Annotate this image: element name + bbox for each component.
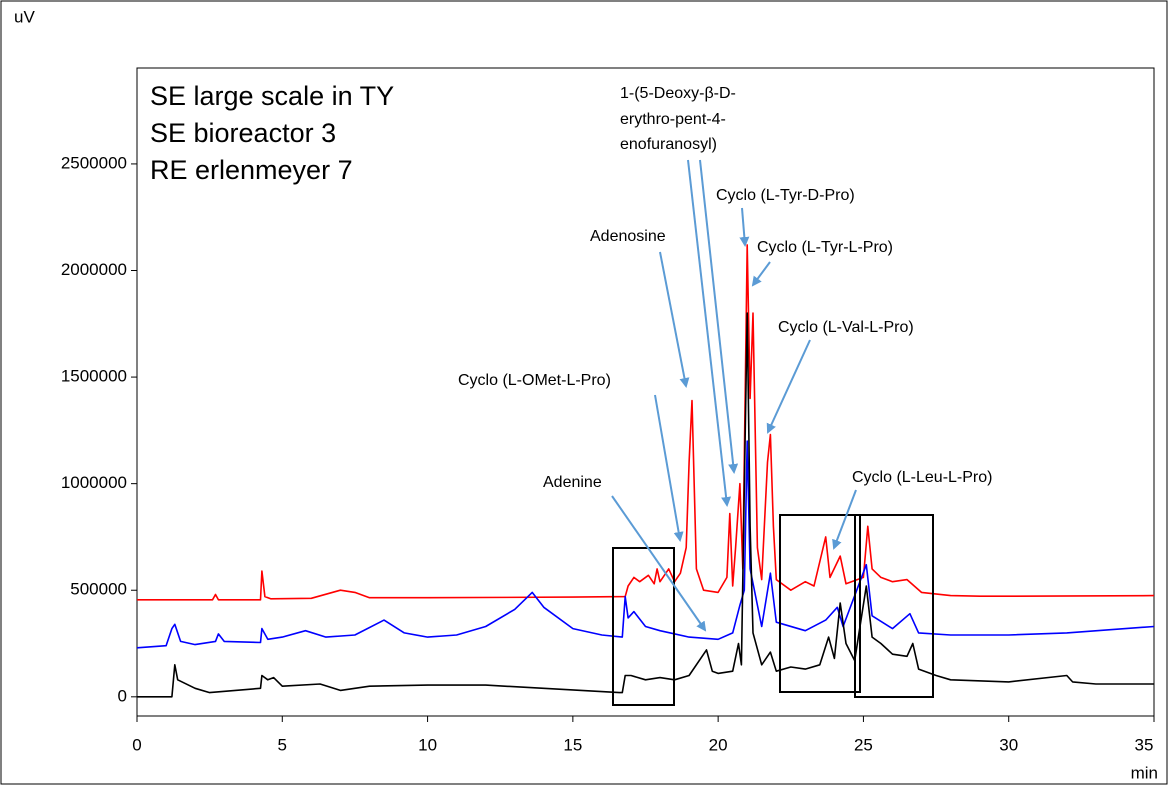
annotation: Cyclo (L-Tyr-D-Pro) [716,187,855,204]
arrow [766,339,811,434]
legend-entry: RE erlenmeyer 7 [150,155,353,185]
x-tick-label: 25 [854,735,873,754]
arrow [832,489,857,550]
legend-entry: SE large scale in TY [150,81,394,111]
y-tick-label: 500000 [70,580,127,599]
x-tick-label: 30 [999,735,1018,754]
y-axis-label: uV [14,7,35,26]
x-axis-label: min [1131,763,1158,782]
trace [137,312,1154,698]
arrow [699,159,739,474]
x-tick-label: 5 [278,735,287,754]
y-tick-label: 1500000 [61,367,127,386]
highlight-box [612,547,675,706]
x-tick-label: 0 [132,735,141,754]
y-tick-label: 2500000 [61,153,127,172]
annotation: erythro-pent-4- [620,111,726,128]
annotation: Adenosine [590,228,666,245]
arrow [687,159,732,507]
highlight-box [854,514,934,698]
arrow [751,261,771,287]
annotation: Adenine [543,474,602,491]
plot-area [136,67,1155,717]
arrow [654,394,684,542]
annotation: Cyclo (L-Leu-L-Pro) [852,469,992,486]
annotation: enofuranosyl) [620,136,717,153]
arrow [659,251,690,388]
arrow [611,495,707,632]
x-tick-label: 20 [709,735,728,754]
y-tick-label: 0 [118,686,127,705]
x-tick-label: 15 [563,735,582,754]
annotation: Cyclo (L-Val-L-Pro) [778,319,914,336]
x-tick-label: 10 [418,735,437,754]
y-tick-label: 2000000 [61,260,127,279]
x-tick-label: 35 [1135,735,1154,754]
arrow [739,207,750,247]
highlight-box [779,514,861,693]
annotation: 1-(5-Deoxy-β-D- [620,85,736,102]
y-tick-label: 1000000 [61,473,127,492]
annotations: 1-(5-Deoxy-β-D- erythro-pent-4- enofuran… [458,85,992,632]
annotation: Cyclo (L-OMet-L-Pro) [458,372,611,389]
legend-entry: SE bioreactor 3 [150,118,336,148]
annotation: Cyclo (L-Tyr-L-Pro) [757,239,893,256]
